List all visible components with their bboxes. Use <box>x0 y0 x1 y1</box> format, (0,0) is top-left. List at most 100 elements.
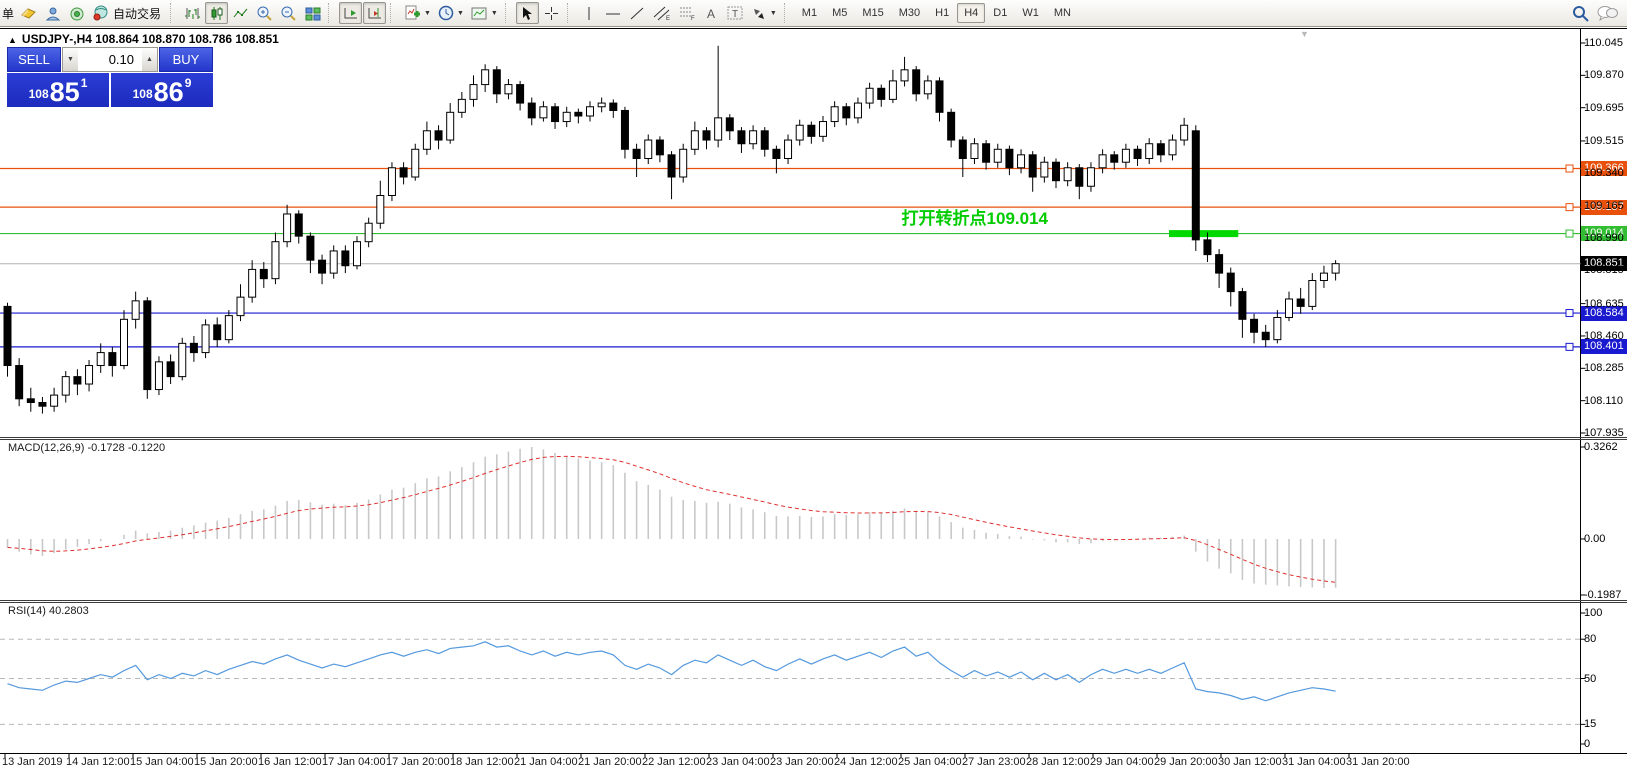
profile-icon[interactable] <box>41 2 64 24</box>
text-label-icon[interactable]: T <box>724 2 747 24</box>
level-price-label[interactable]: 108.401 <box>1581 339 1627 355</box>
equidistant-channel-icon: E <box>653 6 670 21</box>
turning-point-annotation[interactable]: 打开转折点109.014 <box>901 209 1048 229</box>
chart-shift-icon[interactable] <box>363 2 387 24</box>
bid-price-label: 108.851 <box>1581 256 1627 272</box>
text-icon: A <box>707 7 715 21</box>
candlestick-icon <box>211 6 223 20</box>
level-price-label[interactable]: 108.584 <box>1581 305 1627 321</box>
text-label-icon: T <box>727 6 743 20</box>
fibonacci-icon[interactable]: F <box>675 2 699 24</box>
crosshair-icon[interactable] <box>540 2 563 24</box>
timeframe-M15[interactable]: M15 <box>862 7 884 19</box>
auto-scroll-icon[interactable] <box>339 2 363 24</box>
timeframe-bar: M1 M5 M15 M30 H1 H4 D1 W1 MN <box>795 3 1078 23</box>
arrows-icon <box>753 8 764 19</box>
svg-text:E: E <box>666 16 670 21</box>
volume-increase-button[interactable]: ▲ <box>142 48 157 71</box>
volume-stepper: ▼ 0.10 ▲ <box>62 47 158 72</box>
line-chart-icon[interactable] <box>229 2 252 24</box>
svg-text:T: T <box>732 9 738 20</box>
autotrading-icon <box>93 5 108 21</box>
price-tick-label: 109.515 <box>1584 134 1624 147</box>
horizontal-line-icon[interactable] <box>602 2 625 24</box>
time-axis-label: 31 Jan 20:00 <box>1346 756 1410 768</box>
sell-price-pips: 85 <box>49 77 80 107</box>
time-axis-label: 27 Jan 23:00 <box>962 756 1026 768</box>
text-icon[interactable]: A <box>700 2 723 24</box>
new-order-icon <box>21 7 36 19</box>
price-tick-label: 108.815 <box>1584 264 1624 277</box>
signals-icon[interactable] <box>65 2 88 24</box>
dropdown-arrow-icon: ▼ <box>456 9 464 17</box>
time-axis-label: 13 Jan 2019 <box>2 756 63 768</box>
timeframe-M5[interactable]: M5 <box>832 7 848 19</box>
chat-icon[interactable] <box>1597 5 1618 21</box>
time-axis-label: 17 Jan 20:00 <box>386 756 450 768</box>
rsi-label: RSI(14) 40.2803 <box>8 605 89 617</box>
bar-chart-icon[interactable] <box>181 2 204 24</box>
templates-button[interactable]: ▼ <box>468 2 501 24</box>
buy-button[interactable]: BUY <box>159 47 213 72</box>
indicators-add-button[interactable]: ▼ <box>401 2 434 24</box>
time-axis-label: 21 Jan 20:00 <box>578 756 642 768</box>
time-axis-label: 25 Jan 04:00 <box>898 756 962 768</box>
new-order-label[interactable]: 单 <box>2 6 15 21</box>
sell-button[interactable]: SELL <box>7 47 61 72</box>
level-price-label[interactable]: 109.157 <box>1581 199 1627 215</box>
time-axis-label: 29 Jan 04:00 <box>1090 756 1154 768</box>
fibonacci-icon: F <box>679 7 695 21</box>
timeframe-D1[interactable]: D1 <box>993 7 1008 19</box>
candlestick-icon[interactable] <box>205 2 229 24</box>
price-tick-label: 108.285 <box>1584 362 1624 375</box>
timeframe-M1[interactable]: M1 <box>801 7 818 19</box>
cursor-icon[interactable] <box>515 2 539 24</box>
zoom-out-icon <box>281 6 296 21</box>
tile-windows-icon[interactable] <box>301 2 324 24</box>
price-tick-label: 109.695 <box>1584 101 1624 114</box>
equidistant-channel-icon[interactable]: E <box>650 2 674 24</box>
auto-scroll-icon <box>344 7 357 18</box>
periods-button[interactable]: ▼ <box>435 2 467 24</box>
timeframe-M30[interactable]: M30 <box>898 7 921 19</box>
price-tick-label: 109.870 <box>1584 69 1624 82</box>
time-axis-label: 30 Jan 12:00 <box>1218 756 1282 768</box>
timeframe-H1[interactable]: H1 <box>935 7 950 19</box>
sell-price-figure: 108 <box>28 87 49 101</box>
vertical-line-icon[interactable] <box>578 2 601 24</box>
zoom-out-icon[interactable] <box>277 2 300 24</box>
price-tick-label: 108.635 <box>1584 297 1624 310</box>
buy-price[interactable]: 108 86 9 <box>111 73 213 107</box>
time-axis-label: 21 Jan 04:00 <box>514 756 578 768</box>
toolbar-separator <box>328 3 335 23</box>
new-order-icon[interactable] <box>17 2 40 24</box>
toolbar-separator <box>566 3 574 23</box>
timeframe-W1[interactable]: W1 <box>1022 7 1039 19</box>
time-axis-label: 22 Jan 12:00 <box>642 756 706 768</box>
timeframe-H4[interactable]: H4 <box>957 3 986 23</box>
level-price-label[interactable]: 109.014 <box>1581 226 1627 242</box>
window-resize-mark[interactable]: ▼ <box>1300 29 1309 39</box>
level-price-label[interactable]: 109.366 <box>1581 161 1627 176</box>
search-icon[interactable] <box>1572 5 1589 22</box>
zoom-in-icon[interactable] <box>253 2 276 24</box>
bar-chart-icon <box>184 7 200 19</box>
toolbar-separator <box>783 3 791 23</box>
arrows-button[interactable]: ▼ <box>748 2 780 24</box>
collapse-icon[interactable]: ▲ <box>8 35 17 45</box>
price-tick-label: 110.045 <box>1584 37 1623 49</box>
trendline-icon[interactable] <box>626 2 649 24</box>
macd-tick-label: 0.00 <box>1584 532 1606 545</box>
crosshair-icon <box>544 6 558 20</box>
time-axis-label: 23 Jan 20:00 <box>770 756 834 768</box>
rsi-tick-label: 100 <box>1584 607 1603 619</box>
horizontal-line-icon <box>606 13 621 14</box>
volume-input[interactable]: 0.10 <box>108 52 134 67</box>
sell-price[interactable]: 108 85 1 <box>7 73 109 107</box>
timeframe-MN[interactable]: MN <box>1053 7 1071 19</box>
volume-decrease-button[interactable]: ▼ <box>63 48 78 71</box>
chart-shift-icon <box>368 7 381 18</box>
autotrading-button[interactable]: 自动交易 <box>89 2 166 24</box>
rsi-tick-label: 15 <box>1584 718 1597 731</box>
